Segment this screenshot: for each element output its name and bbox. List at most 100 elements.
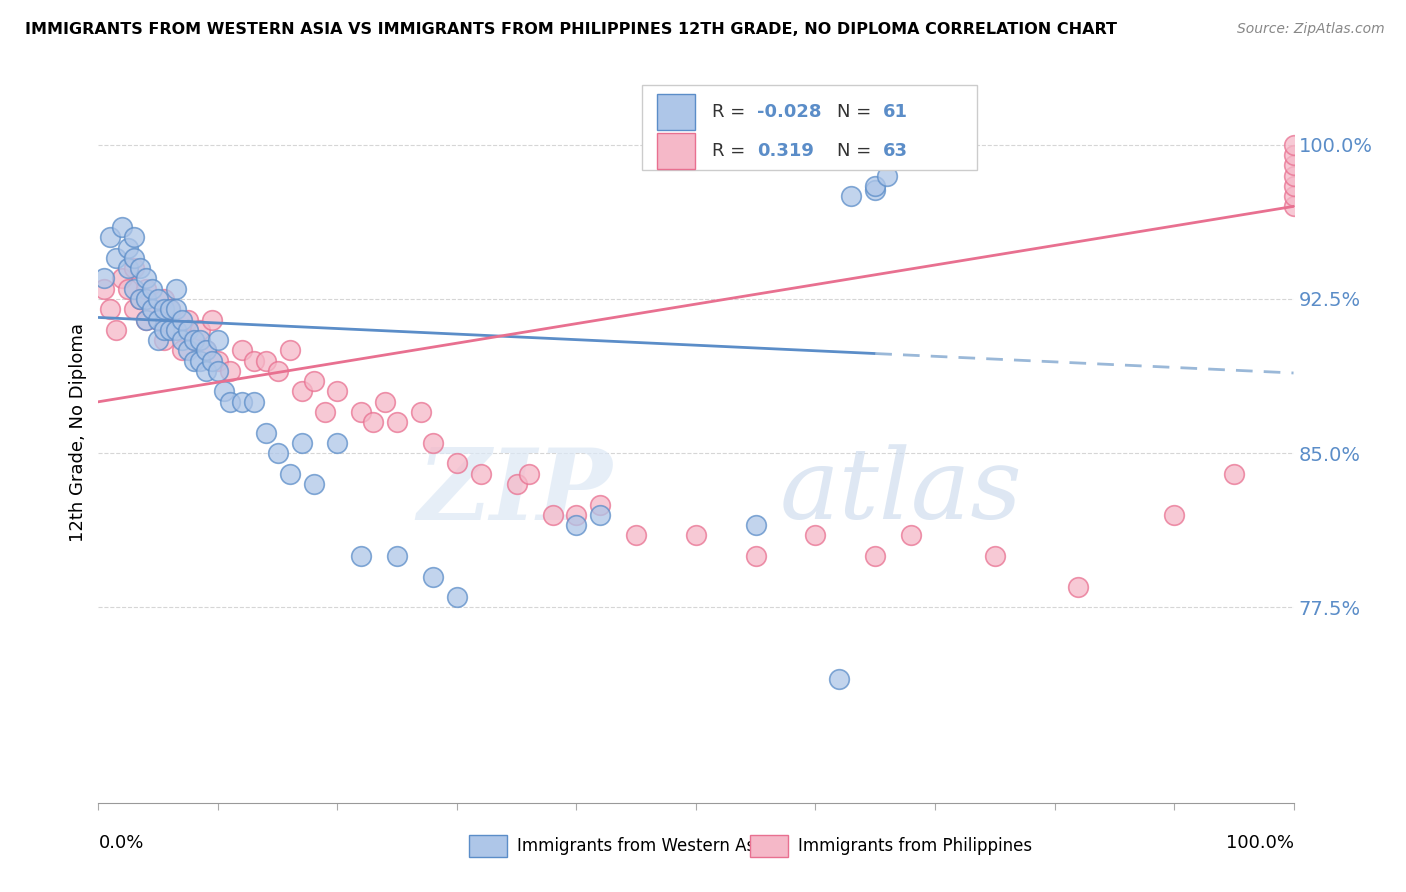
Point — [201, 312, 224, 326]
Point — [422, 436, 444, 450]
Text: Source: ZipAtlas.com: Source: ZipAtlas.com — [1237, 22, 1385, 37]
Point — [315, 405, 337, 419]
Point — [153, 292, 176, 306]
Point — [541, 508, 564, 522]
Point — [326, 384, 349, 399]
Point — [1282, 137, 1305, 152]
Point — [828, 673, 851, 687]
Point — [98, 230, 122, 244]
Point — [141, 302, 163, 317]
Point — [172, 333, 194, 347]
Point — [207, 333, 229, 347]
Point — [1282, 158, 1305, 172]
Point — [446, 457, 468, 471]
Point — [188, 353, 211, 368]
Text: Immigrants from Western Asia: Immigrants from Western Asia — [517, 837, 769, 855]
Point — [148, 333, 170, 347]
Point — [183, 333, 205, 347]
Point — [135, 282, 157, 296]
FancyBboxPatch shape — [643, 85, 977, 169]
Point — [111, 219, 134, 234]
Point — [1163, 508, 1185, 522]
Point — [326, 436, 349, 450]
Point — [411, 405, 433, 419]
Point — [188, 333, 211, 347]
Point — [165, 282, 187, 296]
Point — [745, 518, 768, 533]
Point — [231, 343, 253, 358]
Point — [374, 394, 396, 409]
Point — [506, 477, 529, 491]
Point — [195, 343, 218, 358]
Point — [626, 528, 648, 542]
Point — [165, 323, 187, 337]
Point — [124, 282, 146, 296]
Point — [243, 353, 266, 368]
Point — [291, 384, 314, 399]
Point — [141, 282, 163, 296]
Point — [278, 467, 301, 481]
Point — [172, 343, 194, 358]
Point — [350, 549, 373, 563]
Point — [153, 333, 176, 347]
Point — [124, 261, 146, 276]
Point — [267, 446, 290, 460]
Point — [302, 477, 325, 491]
Point — [148, 312, 170, 326]
Text: 100.0%: 100.0% — [1226, 834, 1294, 852]
Point — [148, 312, 170, 326]
Point — [900, 528, 922, 542]
Point — [219, 394, 242, 409]
Text: 61: 61 — [883, 103, 907, 121]
Point — [385, 415, 409, 429]
Point — [135, 312, 157, 326]
Point — [117, 282, 139, 296]
Point — [841, 189, 863, 203]
Bar — [749, 835, 787, 857]
Point — [212, 384, 235, 399]
Point — [470, 467, 492, 481]
Point — [1282, 169, 1305, 183]
Text: 0.319: 0.319 — [756, 142, 814, 160]
Text: -0.028: -0.028 — [756, 103, 821, 121]
Point — [517, 467, 540, 481]
Point — [804, 528, 827, 542]
Point — [1282, 148, 1305, 162]
Point — [876, 169, 898, 183]
Point — [231, 394, 253, 409]
Text: atlas: atlas — [779, 444, 1022, 540]
Point — [1223, 467, 1246, 481]
Point — [865, 178, 887, 193]
Point — [195, 343, 218, 358]
Point — [207, 353, 229, 368]
Point — [105, 323, 128, 337]
Text: N =: N = — [837, 142, 877, 160]
Text: IMMIGRANTS FROM WESTERN ASIA VS IMMIGRANTS FROM PHILIPPINES 12TH GRADE, NO DIPLO: IMMIGRANTS FROM WESTERN ASIA VS IMMIGRAN… — [25, 22, 1118, 37]
Point — [254, 425, 277, 440]
Point — [183, 333, 205, 347]
Point — [1282, 199, 1305, 213]
Point — [129, 261, 152, 276]
Point — [201, 353, 224, 368]
Point — [111, 271, 134, 285]
Point — [350, 405, 373, 419]
Point — [177, 312, 200, 326]
Point — [124, 251, 146, 265]
Text: R =: R = — [711, 103, 751, 121]
Point — [243, 394, 266, 409]
Text: ZIP: ZIP — [418, 443, 613, 540]
Point — [148, 292, 170, 306]
Point — [1282, 189, 1305, 203]
Text: 0.0%: 0.0% — [98, 834, 143, 852]
Point — [254, 353, 277, 368]
Point — [159, 323, 181, 337]
Point — [984, 549, 1007, 563]
Point — [207, 364, 229, 378]
Point — [117, 241, 139, 255]
Text: Immigrants from Philippines: Immigrants from Philippines — [797, 837, 1032, 855]
Point — [446, 590, 468, 604]
Point — [183, 353, 205, 368]
Point — [302, 374, 325, 388]
Point — [385, 549, 409, 563]
Point — [267, 364, 290, 378]
